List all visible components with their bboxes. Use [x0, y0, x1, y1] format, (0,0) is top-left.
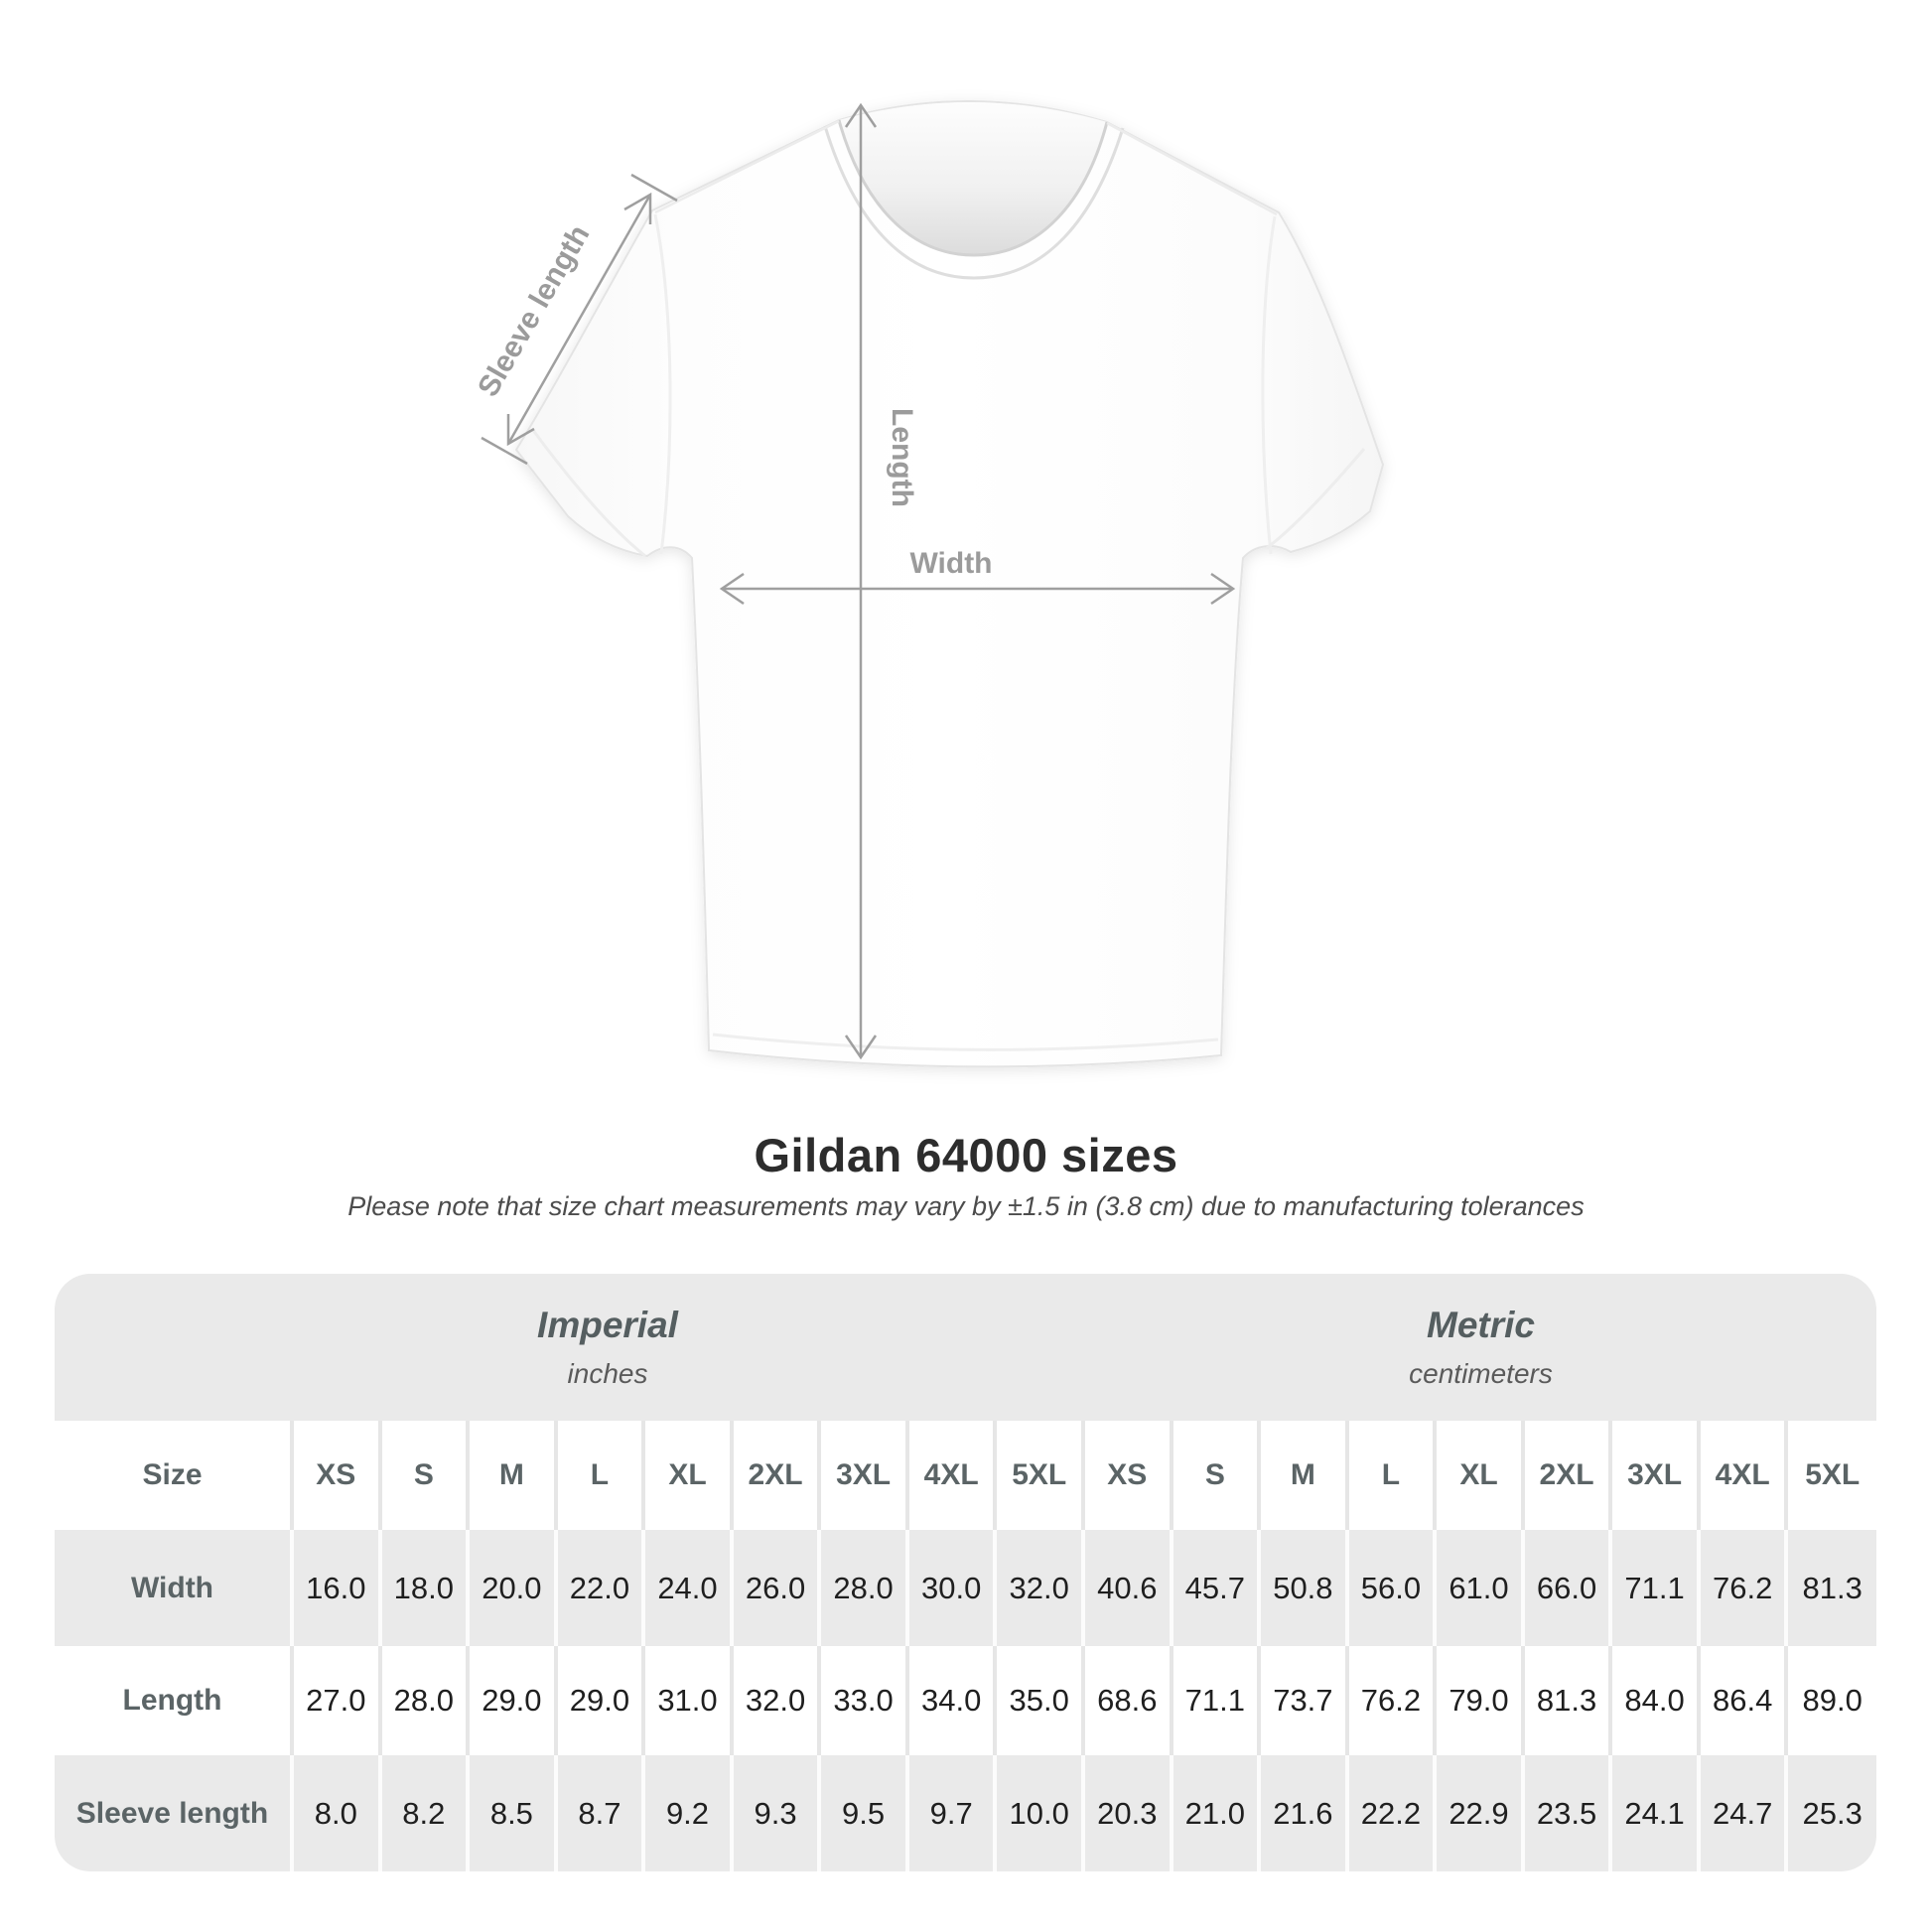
value-cell: 56.0: [1349, 1530, 1438, 1646]
sleeve-length-arrow: [481, 173, 678, 466]
value-cell: 35.0: [997, 1646, 1085, 1755]
value-cell: 29.0: [470, 1646, 558, 1755]
imperial-unit: inches: [567, 1358, 648, 1389]
size-col-header: 4XL: [909, 1421, 998, 1530]
value-cell: 73.7: [1261, 1646, 1349, 1755]
size-col-header: 5XL: [997, 1421, 1085, 1530]
tolerance-note: Please note that size chart measurements…: [347, 1191, 1585, 1221]
metric-unit: centimeters: [1409, 1358, 1553, 1389]
size-col-header: S: [1173, 1421, 1262, 1530]
size-col-header: M: [470, 1421, 558, 1530]
value-cell: 31.0: [645, 1646, 734, 1755]
value-cell: 25.3: [1802, 1795, 1863, 1831]
value-cell: 45.7: [1173, 1530, 1262, 1646]
value-cell: 8.2: [382, 1755, 471, 1871]
width-label: Width: [909, 547, 992, 580]
imperial-group-header: Imperial inches: [55, 1274, 1085, 1421]
value-cell: 9.5: [821, 1755, 909, 1871]
value-cell: 8.0: [294, 1755, 382, 1871]
value-cell: 28.0: [382, 1646, 471, 1755]
value-cell: 8.5: [470, 1755, 558, 1871]
size-col-header: S: [382, 1421, 471, 1530]
value-cell: 24.7: [1701, 1755, 1789, 1871]
size-col-header: 4XL: [1701, 1421, 1789, 1530]
value-cell: 71.1: [1173, 1646, 1262, 1755]
tshirt-graphic: [514, 100, 1385, 1068]
size-col-header: XS: [1085, 1421, 1173, 1530]
value-cell: 71.1: [1612, 1530, 1701, 1646]
value-cell: 9.7: [909, 1755, 998, 1871]
value-cell: 50.8: [1261, 1530, 1349, 1646]
unit-group-header-row: Imperial inches Metric centimeters: [55, 1274, 1876, 1421]
value-cell: 66.0: [1525, 1530, 1613, 1646]
metric-label: Metric: [1427, 1305, 1535, 1345]
size-col-header: 2XL: [1525, 1421, 1613, 1530]
value-cell: 21.0: [1173, 1755, 1262, 1871]
value-cell: 18.0: [382, 1530, 471, 1646]
value-cell: 86.4: [1701, 1646, 1789, 1755]
size-table: Imperial inches Metric centimeters Size X…: [55, 1274, 1876, 1871]
value-cell: 21.6: [1261, 1755, 1349, 1871]
size-col-header: L: [558, 1421, 646, 1530]
value-cell: 27.0: [294, 1646, 382, 1755]
value-cell: 89.0: [1802, 1683, 1863, 1718]
row-label: Sleeve length: [55, 1755, 294, 1871]
imperial-label: Imperial: [537, 1305, 678, 1345]
width-arrow: [719, 572, 1236, 606]
value-cell: 22.9: [1437, 1755, 1525, 1871]
value-cell: 32.0: [997, 1530, 1085, 1646]
value-cell: 23.5: [1525, 1755, 1613, 1871]
value-cell: 32.0: [734, 1646, 822, 1755]
page-title: Gildan 64000 sizes: [754, 1129, 1178, 1181]
metric-group-header: Metric centimeters: [1085, 1274, 1876, 1421]
value-cell: 26.0: [734, 1530, 822, 1646]
measure-row-0: Width 16.0 18.0 20.0 22.0 24.0 26.0 28.0 30.0 32.…: [55, 1530, 1876, 1646]
size-col-header: 3XL: [821, 1421, 909, 1530]
value-cell: 40.6: [1085, 1530, 1173, 1646]
size-col-header: 2XL: [734, 1421, 822, 1530]
size-corner-label: Size: [55, 1421, 294, 1530]
size-col-header: XL: [645, 1421, 734, 1530]
value-cell: 68.6: [1085, 1646, 1173, 1755]
value-cell: 33.0: [821, 1646, 909, 1755]
value-cell: 16.0: [294, 1530, 382, 1646]
size-col-header: XS: [294, 1421, 382, 1530]
value-cell: 10.0: [997, 1755, 1085, 1871]
value-cell: 76.2: [1701, 1530, 1789, 1646]
measure-row-2: Sleeve length 8.0 8.2 8.5 8.7 9.2 9.3 9.5 9.7 10.…: [55, 1755, 1876, 1871]
row-label: Width: [55, 1530, 294, 1646]
value-cell: 9.3: [734, 1755, 822, 1871]
value-cell: 29.0: [558, 1646, 646, 1755]
value-cell: 9.2: [645, 1755, 734, 1871]
value-cell: 30.0: [909, 1530, 998, 1646]
size-col-header: 5XL: [1805, 1458, 1861, 1491]
value-cell: 24.0: [645, 1530, 734, 1646]
value-cell: 34.0: [909, 1646, 998, 1755]
value-cell: 22.2: [1349, 1755, 1438, 1871]
value-cell: 24.1: [1612, 1755, 1701, 1871]
value-cell: 20.3: [1085, 1755, 1173, 1871]
value-cell: 84.0: [1612, 1646, 1701, 1755]
value-cell: 81.3: [1525, 1646, 1613, 1755]
length-arrow: [844, 102, 878, 1060]
value-cell: 76.2: [1349, 1646, 1438, 1755]
size-header-row: Size XS S M L XL 2XL 3XL 4XL 5XL XS S M L XL 2XL 3XL 4XL 5…: [55, 1421, 1876, 1530]
value-cell: 81.3: [1802, 1570, 1863, 1605]
row-label: Length: [55, 1646, 294, 1755]
value-cell: 61.0: [1437, 1530, 1525, 1646]
size-col-header: 3XL: [1612, 1421, 1701, 1530]
size-col-header: L: [1349, 1421, 1438, 1530]
value-cell: 28.0: [821, 1530, 909, 1646]
value-cell: 8.7: [558, 1755, 646, 1871]
value-cell: 22.0: [558, 1530, 646, 1646]
size-col-header: M: [1261, 1421, 1349, 1530]
value-cell: 79.0: [1437, 1646, 1525, 1755]
length-label: Length: [886, 408, 918, 507]
value-cell: 20.0: [470, 1530, 558, 1646]
size-col-header: XL: [1437, 1421, 1525, 1530]
measure-row-1: Length 27.0 28.0 29.0 29.0 31.0 32.0 33.0 34.0 35…: [55, 1646, 1876, 1755]
